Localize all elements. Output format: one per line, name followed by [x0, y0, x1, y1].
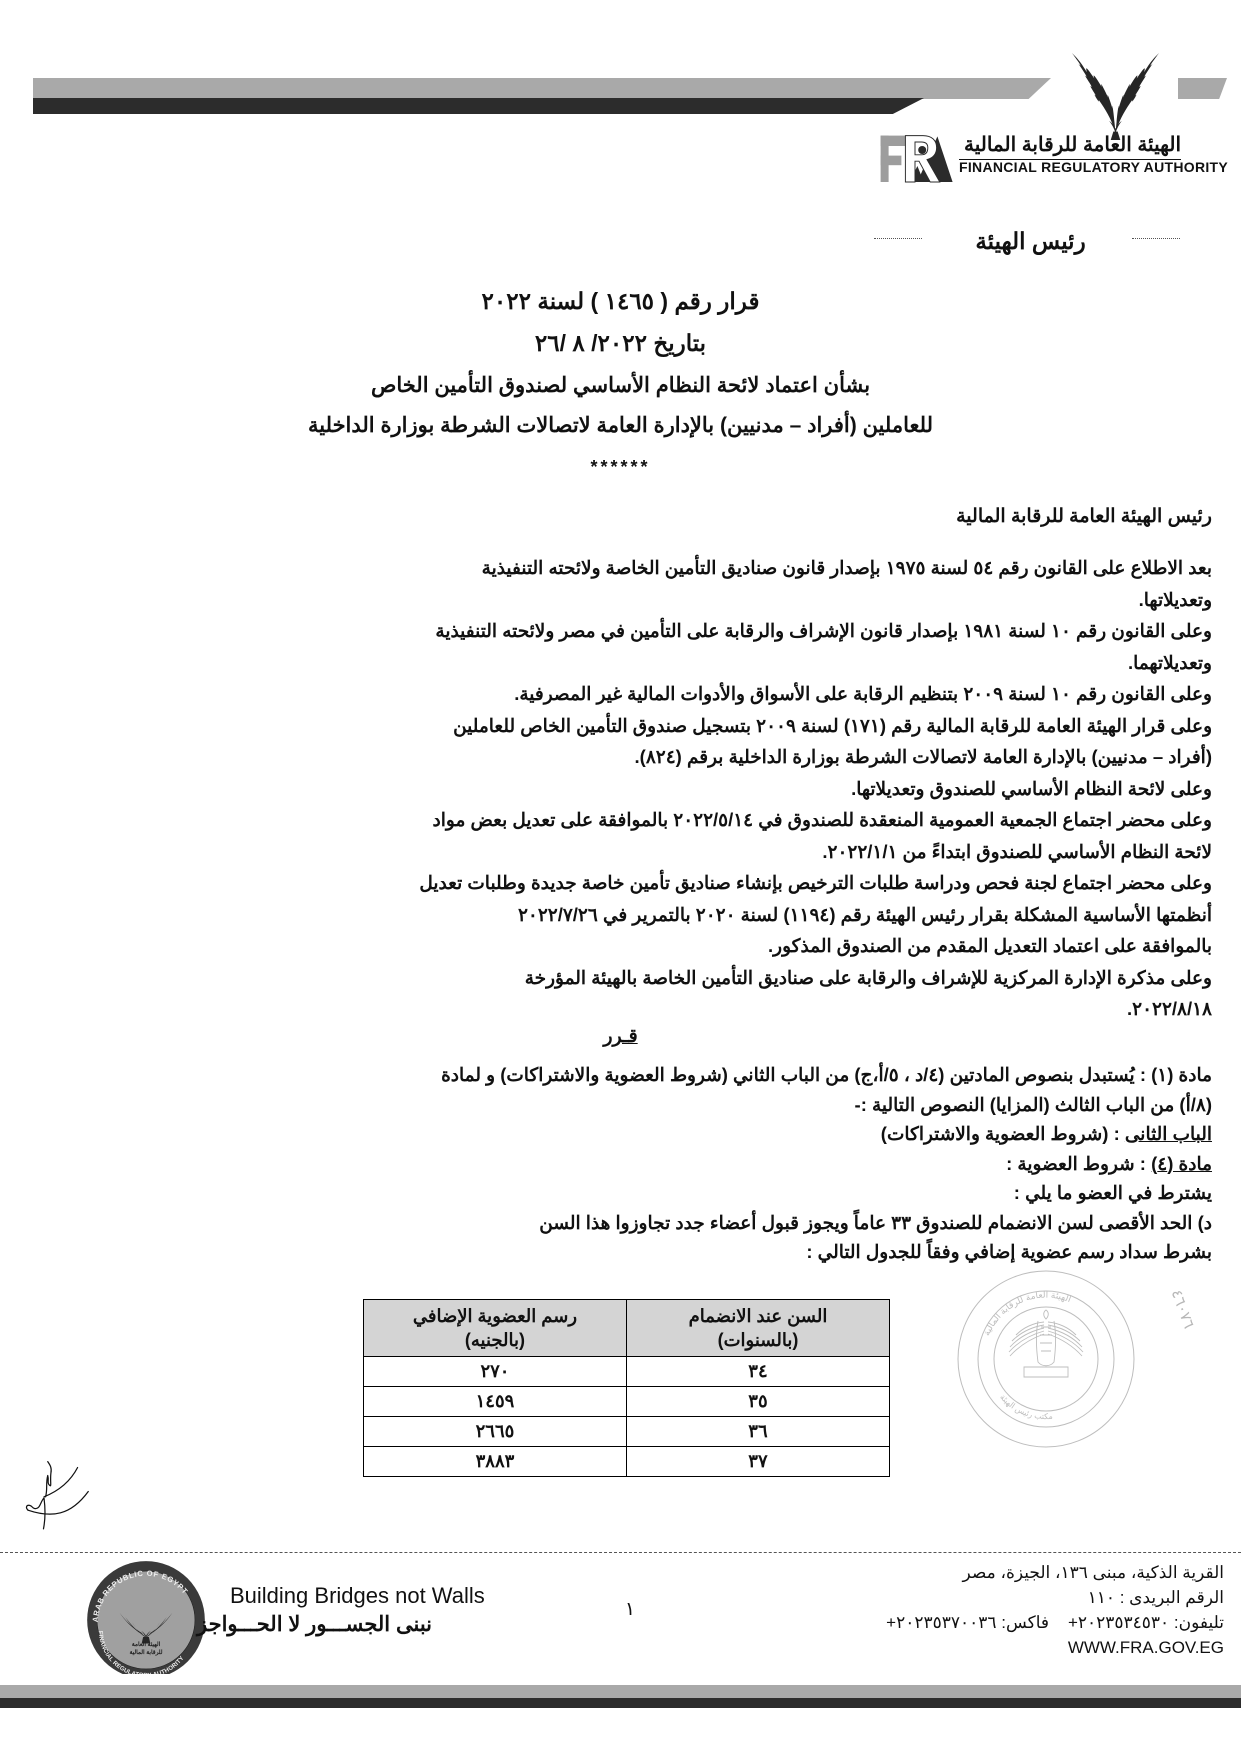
svg-text:الهيئة العامة: الهيئة العامة [132, 1641, 161, 1648]
svg-text:للرقابة المالية: للرقابة المالية [130, 1649, 163, 1656]
